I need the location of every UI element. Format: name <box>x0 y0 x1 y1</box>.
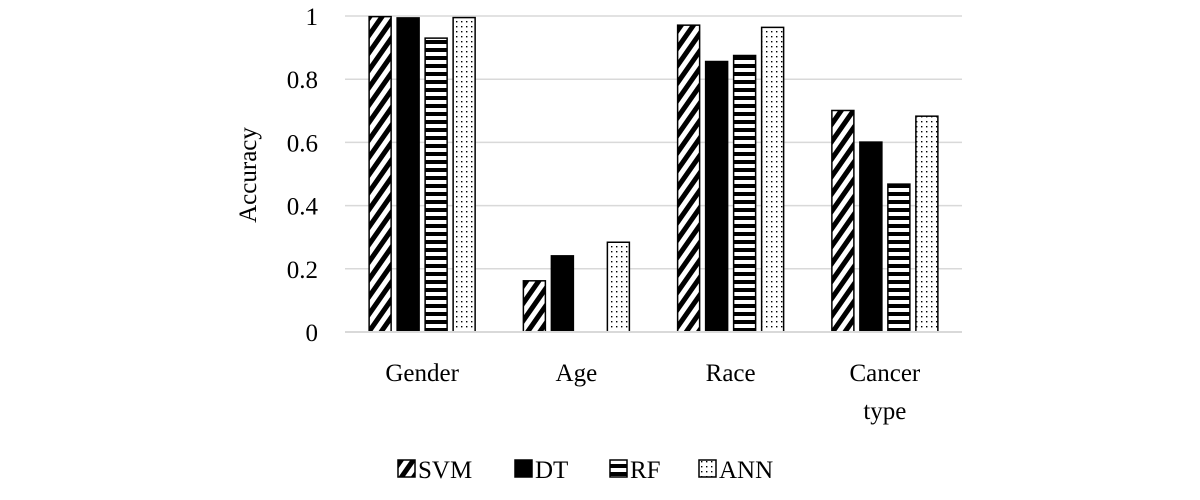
bar-svm-2 <box>676 24 701 333</box>
y-tick-label: 0.6 <box>287 130 318 157</box>
bar-rf-0 <box>424 37 448 333</box>
category-label: Age <box>556 360 598 387</box>
y-axis-ticks: 0 0.2 0.4 0.6 0.8 1 <box>287 4 319 347</box>
category-label: Race <box>706 360 756 387</box>
y-tick-label: 0.4 <box>287 194 319 221</box>
y-tick-label: 0.2 <box>287 257 318 284</box>
legend-swatch-dt <box>514 459 533 478</box>
legend-swatch-rf <box>609 459 628 478</box>
legend-swatch-svm <box>397 459 416 478</box>
legend-swatch-ann <box>698 459 717 478</box>
bar-ann-0 <box>452 16 476 333</box>
legend-label-dt: DT <box>535 457 568 484</box>
legend-label-svm: SVM <box>418 457 472 484</box>
legend-label-rf: RF <box>630 457 661 484</box>
legend-label-ann: ANN <box>719 457 773 484</box>
bar-rf-2 <box>732 54 757 333</box>
bar-ann-1 <box>606 241 631 333</box>
category-labels: Gender Age Race Cancer type <box>385 360 921 425</box>
bar-ann-3 <box>915 115 939 333</box>
y-axis-title: Accuracy <box>235 127 262 223</box>
bar-dt-3 <box>859 141 883 333</box>
bar-rf-3 <box>887 183 911 333</box>
bar-svm-3 <box>831 109 855 333</box>
category-label: type <box>863 398 906 425</box>
bar-dt-1 <box>550 255 575 333</box>
bar-ann-2 <box>760 26 785 333</box>
bars <box>368 15 939 333</box>
category-label: Gender <box>385 360 459 387</box>
y-tick-label: 1 <box>306 4 319 31</box>
category-label: Cancer <box>849 360 920 387</box>
y-tick-label: 0 <box>306 320 319 347</box>
bar-svm-0 <box>368 15 392 333</box>
bar-svm-1 <box>522 280 547 333</box>
legend: SVM DT RF ANN <box>397 457 773 484</box>
bar-dt-2 <box>704 60 729 333</box>
bar-dt-0 <box>396 17 420 333</box>
y-tick-label: 0.8 <box>287 67 318 94</box>
